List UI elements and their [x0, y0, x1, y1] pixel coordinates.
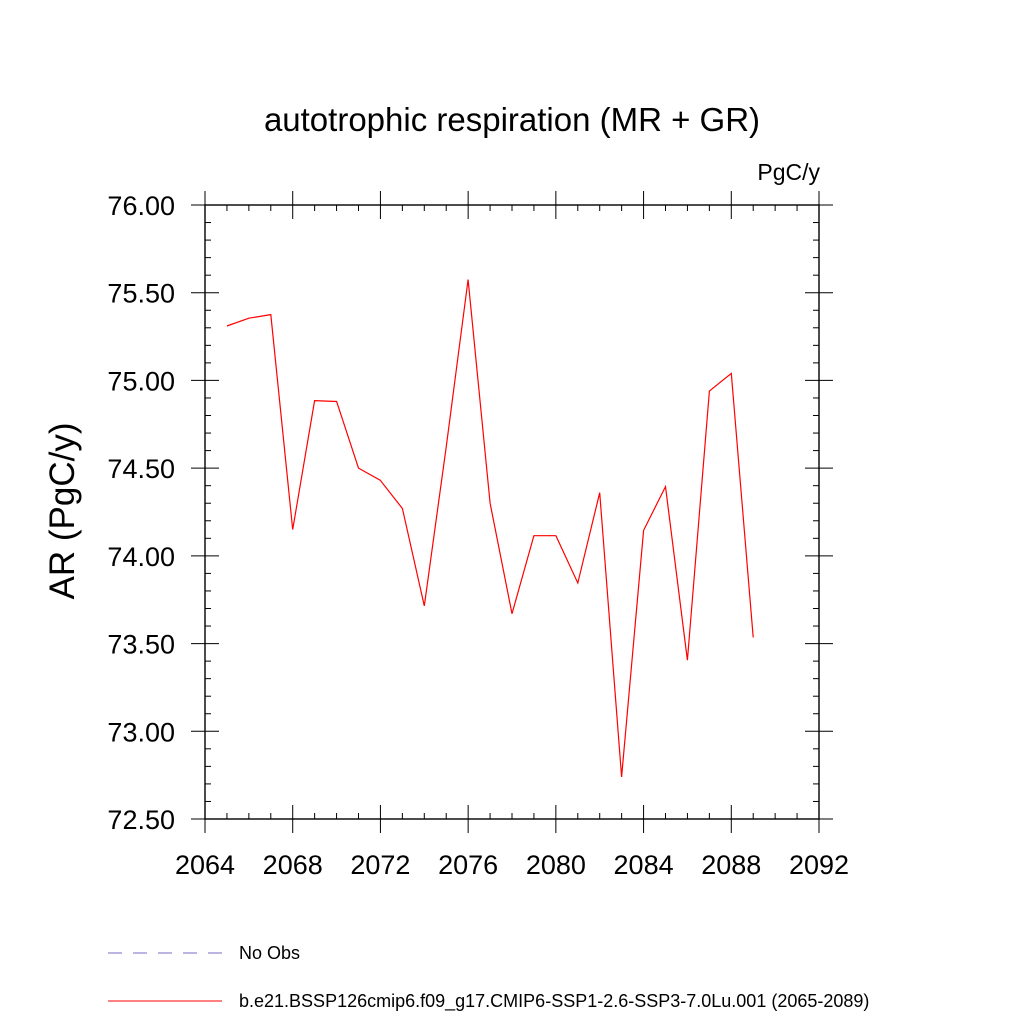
series-lines — [226, 279, 754, 777]
x-tick-label: 2064 — [175, 850, 235, 880]
y-tick-label: 76.00 — [107, 191, 175, 221]
x-tick-label: 2088 — [701, 850, 761, 880]
plot-frame — [204, 204, 820, 820]
chart-title: autotrophic respiration (MR + GR) — [264, 101, 760, 138]
y-tick-label: 75.50 — [107, 279, 175, 309]
series-line — [226, 279, 754, 777]
x-tick-label: 2076 — [438, 850, 498, 880]
y-tick-label: 72.50 — [107, 805, 175, 835]
axis-ticks — [191, 191, 833, 833]
y-tick-label: 73.50 — [107, 630, 175, 660]
legend: No Obs b.e21.BSSP126cmip6.f09_g17.CMIP6-… — [108, 943, 869, 1012]
y-tick-label: 74.50 — [107, 454, 175, 484]
axis-tick-labels: 2064 2068 2072 2076 2080 2084 2088 2092 72.50 73.… — [107, 191, 849, 880]
legend-label-model-run: b.e21.BSSP126cmip6.f09_g17.CMIP6-SSP1-2.… — [239, 991, 869, 1012]
x-tick-label: 2068 — [263, 850, 323, 880]
y-axis-label: AR (PgC/y) — [43, 423, 82, 600]
y-tick-label: 74.00 — [107, 542, 175, 572]
units-label: PgC/y — [757, 159, 820, 185]
y-tick-label: 75.00 — [107, 366, 175, 396]
x-tick-label: 2092 — [789, 850, 849, 880]
legend-label-no-obs: No Obs — [239, 943, 300, 963]
y-tick-label: 73.00 — [107, 717, 175, 747]
x-tick-label: 2080 — [526, 850, 586, 880]
x-tick-label: 2084 — [614, 850, 674, 880]
x-tick-label: 2072 — [350, 850, 410, 880]
